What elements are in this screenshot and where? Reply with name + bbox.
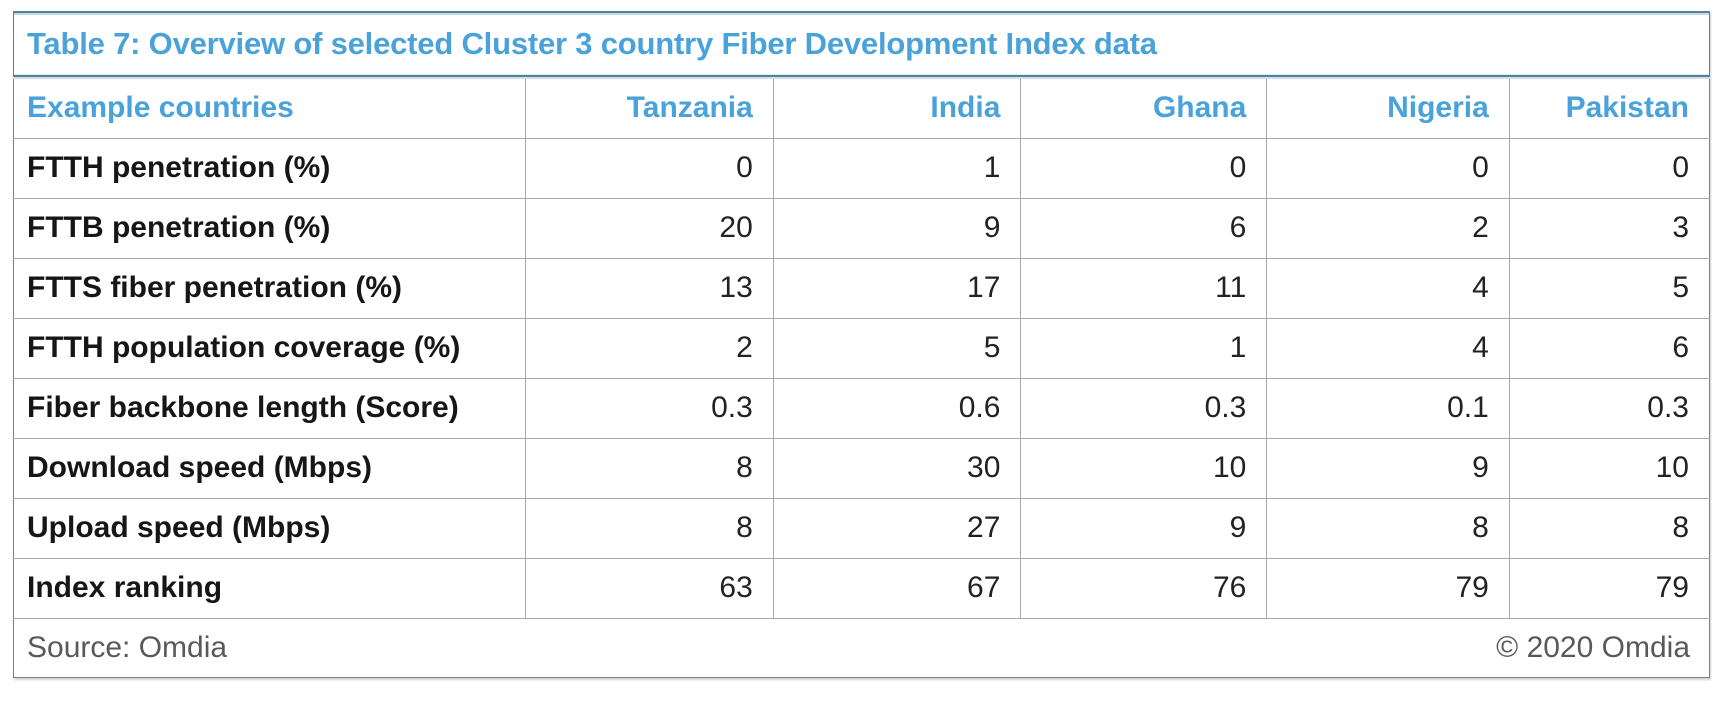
data-cell: 30 [772,437,1022,499]
table-row: Upload speed (Mbps) 8 27 9 8 8 [12,497,1711,559]
title-bottom-light-rule [13,77,1710,79]
column-header-example-countries: Example countries [12,79,527,139]
table-title-bar: Table 7: Overview of selected Cluster 3 … [13,11,1710,77]
copyright-note: © 2020 Omdia [1496,630,1690,664]
row-label: Download speed (Mbps) [12,437,527,499]
data-cell: 9 [1020,497,1268,559]
row-label: FTTH penetration (%) [12,137,527,199]
data-cell: 6 [1020,197,1268,259]
table-row: Download speed (Mbps) 8 30 10 9 10 [12,437,1711,499]
fiber-development-index-table: Example countries Tanzania India Ghana N… [12,79,1711,678]
row-label: Upload speed (Mbps) [12,497,527,559]
data-cell: 1 [1020,317,1268,379]
table-row: FTTH penetration (%) 0 1 0 0 0 [12,137,1711,199]
data-cell: 0.3 [525,377,774,439]
data-cell: 5 [1508,257,1711,319]
data-cell: 63 [525,557,774,619]
data-cell: 0 [1508,137,1711,199]
column-header-nigeria: Nigeria [1266,79,1510,139]
header-row: Example countries Tanzania India Ghana N… [12,79,1711,139]
table-footer: Source: Omdia © 2020 Omdia [13,617,1710,678]
data-cell: 79 [1266,557,1510,619]
data-cell: 0 [1020,137,1268,199]
column-header-tanzania: Tanzania [525,79,774,139]
column-header-ghana: Ghana [1020,79,1268,139]
data-cell: 0.3 [1020,377,1268,439]
data-cell: 20 [525,197,774,259]
footer-row: Source: Omdia © 2020 Omdia [13,617,1710,678]
data-cell: 76 [1020,557,1268,619]
table-panel: Table 7: Overview of selected Cluster 3 … [12,11,1711,678]
data-cell: 0.1 [1266,377,1510,439]
row-label: FTTS fiber penetration (%) [12,257,527,319]
row-label: FTTH population coverage (%) [12,317,527,379]
data-cell: 1 [772,137,1022,199]
table-body: FTTH penetration (%) 0 1 0 0 0 FTTB pene… [12,137,1711,619]
data-cell: 67 [772,557,1022,619]
data-cell: 17 [772,257,1022,319]
table-row: FTTS fiber penetration (%) 13 17 11 4 5 [12,257,1711,319]
data-cell: 10 [1020,437,1268,499]
data-cell: 8 [1266,497,1510,559]
data-cell: 9 [1266,437,1510,499]
data-cell: 6 [1508,317,1711,379]
data-cell: 0.6 [772,377,1022,439]
table-row: FTTH population coverage (%) 2 5 1 4 6 [12,317,1711,379]
table-title: Table 7: Overview of selected Cluster 3 … [27,26,1157,61]
data-cell: 5 [772,317,1022,379]
data-cell: 0 [1266,137,1510,199]
data-cell: 9 [772,197,1022,259]
source-note: Source: Omdia [27,630,228,664]
data-cell: 10 [1508,437,1711,499]
column-header-pakistan: Pakistan [1508,79,1711,139]
table-header: Example countries Tanzania India Ghana N… [12,79,1711,139]
data-cell: 8 [525,497,774,559]
table-row: FTTB penetration (%) 20 9 6 2 3 [12,197,1711,259]
row-label: Fiber backbone length (Score) [12,377,527,439]
table-row: Fiber backbone length (Score) 0.3 0.6 0.… [12,377,1711,439]
data-cell: 0 [525,137,774,199]
data-cell: 13 [525,257,774,319]
row-label: Index ranking [12,557,527,619]
data-cell: 2 [525,317,774,379]
data-cell: 0.3 [1508,377,1711,439]
row-label: FTTB penetration (%) [12,197,527,259]
footer-cell: Source: Omdia © 2020 Omdia [13,617,1710,678]
data-cell: 8 [1508,497,1711,559]
data-cell: 8 [525,437,774,499]
column-header-india: India [772,79,1022,139]
table-row: Index ranking 63 67 76 79 79 [12,557,1711,619]
data-cell: 4 [1266,317,1510,379]
data-cell: 2 [1266,197,1510,259]
data-cell: 11 [1020,257,1268,319]
data-cell: 3 [1508,197,1711,259]
data-cell: 27 [772,497,1022,559]
data-cell: 4 [1266,257,1510,319]
data-cell: 79 [1508,557,1711,619]
